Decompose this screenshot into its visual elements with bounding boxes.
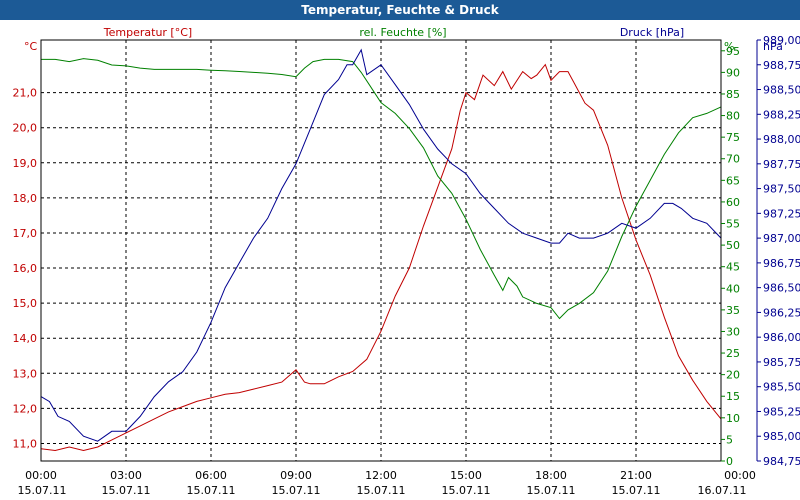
x-tick-time: 03:00 bbox=[110, 469, 142, 482]
x-tick-date: 15.07.11 bbox=[18, 484, 67, 497]
temp-tick-label: 15,0 bbox=[13, 297, 38, 310]
press-tick-label: 987,75 bbox=[763, 158, 800, 171]
x-tick-time: 18:00 bbox=[535, 469, 567, 482]
plot-border bbox=[40, 39, 722, 462]
hum-unit-label: % bbox=[724, 40, 734, 53]
hum-tick-label: 15 bbox=[726, 390, 740, 403]
temp-tick-label: 12,0 bbox=[13, 402, 38, 415]
press-tick-label: 985,75 bbox=[763, 356, 800, 369]
x-tick-time: 00:00 bbox=[25, 469, 57, 482]
x-tick-date: 15.07.11 bbox=[357, 484, 406, 497]
hum-tick-label: 30 bbox=[726, 325, 740, 338]
hum-tick-label: 5 bbox=[726, 433, 733, 446]
hum-tick-label: 70 bbox=[726, 153, 740, 166]
hum-tick-label: 50 bbox=[726, 239, 740, 252]
hum-tick-label: 75 bbox=[726, 131, 740, 144]
hum-tick-label: 45 bbox=[726, 261, 740, 274]
hum-tick-label: 20 bbox=[726, 369, 740, 382]
series-line-press bbox=[40, 48, 722, 442]
x-tick-time: 12:00 bbox=[365, 469, 397, 482]
press-tick-label: 986,00 bbox=[763, 331, 800, 344]
temp-axis-title: Temperatur [°C] bbox=[103, 26, 192, 39]
temp-tick-label: 11,0 bbox=[13, 437, 38, 450]
x-tick-date: 15.07.11 bbox=[527, 484, 576, 497]
series-line-temp bbox=[40, 63, 722, 452]
press-tick-label: 988,50 bbox=[763, 84, 800, 97]
temp-tick-label: 14,0 bbox=[13, 332, 38, 345]
press-unit-label: hPa bbox=[763, 40, 783, 53]
hum-tick-label: 10 bbox=[726, 412, 740, 425]
press-tick-label: 989,00 bbox=[763, 34, 800, 47]
hum-tick-label: 65 bbox=[726, 174, 740, 187]
press-tick-label: 987,50 bbox=[763, 183, 800, 196]
hum-tick-label: 80 bbox=[726, 110, 740, 123]
hum-tick-label: 0 bbox=[726, 455, 733, 468]
press-tick-label: 988,00 bbox=[763, 133, 800, 146]
x-tick-date: 15.07.11 bbox=[442, 484, 491, 497]
temp-tick-label: 18,0 bbox=[13, 192, 38, 205]
press-tick-label: 988,75 bbox=[763, 59, 800, 72]
hum-tick-label: 60 bbox=[726, 196, 740, 209]
press-tick-label: 986,25 bbox=[763, 306, 800, 319]
chart-title: Temperatur, Feuchte & Druck bbox=[0, 0, 800, 20]
x-tick-date: 15.07.11 bbox=[102, 484, 151, 497]
hum-axis-title: rel. Feuchte [%] bbox=[359, 26, 446, 39]
hum-tick-label: 95 bbox=[726, 45, 740, 58]
x-tick-date: 15.07.11 bbox=[272, 484, 321, 497]
press-tick-label: 984,75 bbox=[763, 455, 800, 468]
temp-tick-label: 16,0 bbox=[13, 262, 38, 275]
press-tick-label: 988,25 bbox=[763, 108, 800, 121]
press-tick-label: 985,50 bbox=[763, 381, 800, 394]
temp-tick-label: 21,0 bbox=[13, 87, 38, 100]
temp-tick-label: 13,0 bbox=[13, 367, 38, 380]
temp-unit-label: °C bbox=[24, 40, 38, 53]
chart-plot: 11,0 12,0 13,0 14,0 15,0 16,0 17,0 18,0 19,0 20,0… bbox=[13, 26, 800, 497]
series-lines bbox=[40, 48, 722, 452]
x-tick-time: 21:00 bbox=[620, 469, 652, 482]
x-tick-time: 09:00 bbox=[280, 469, 312, 482]
hum-tick-label: 85 bbox=[726, 88, 740, 101]
press-tick-label: 986,50 bbox=[763, 282, 800, 295]
hum-tick-label: 55 bbox=[726, 218, 740, 231]
axis-labels: 11,0 12,0 13,0 14,0 15,0 16,0 17,0 18,0 19,0 20,0… bbox=[13, 26, 800, 497]
press-tick-label: 986,75 bbox=[763, 257, 800, 270]
temp-tick-label: 17,0 bbox=[13, 227, 38, 240]
x-tick-date: 15.07.11 bbox=[187, 484, 236, 497]
press-tick-label: 985,00 bbox=[763, 430, 800, 443]
x-tick-time: 00:00 bbox=[724, 469, 756, 482]
press-tick-label: 985,25 bbox=[763, 405, 800, 418]
x-tick-date: 16.07.11 bbox=[698, 484, 747, 497]
x-tick-time: 06:00 bbox=[195, 469, 227, 482]
temp-tick-label: 20,0 bbox=[13, 122, 38, 135]
temp-tick-label: 19,0 bbox=[13, 157, 38, 170]
press-tick-label: 987,00 bbox=[763, 232, 800, 245]
hum-tick-label: 25 bbox=[726, 347, 740, 360]
x-tick-time: 15:00 bbox=[450, 469, 482, 482]
series-line-hum bbox=[41, 58, 722, 320]
press-tick-label: 987,25 bbox=[763, 207, 800, 220]
hum-tick-label: 90 bbox=[726, 66, 740, 79]
hum-tick-label: 40 bbox=[726, 282, 740, 295]
hum-tick-label: 35 bbox=[726, 304, 740, 317]
press-axis-title: Druck [hPa] bbox=[620, 26, 684, 39]
x-tick-date: 15.07.11 bbox=[612, 484, 661, 497]
